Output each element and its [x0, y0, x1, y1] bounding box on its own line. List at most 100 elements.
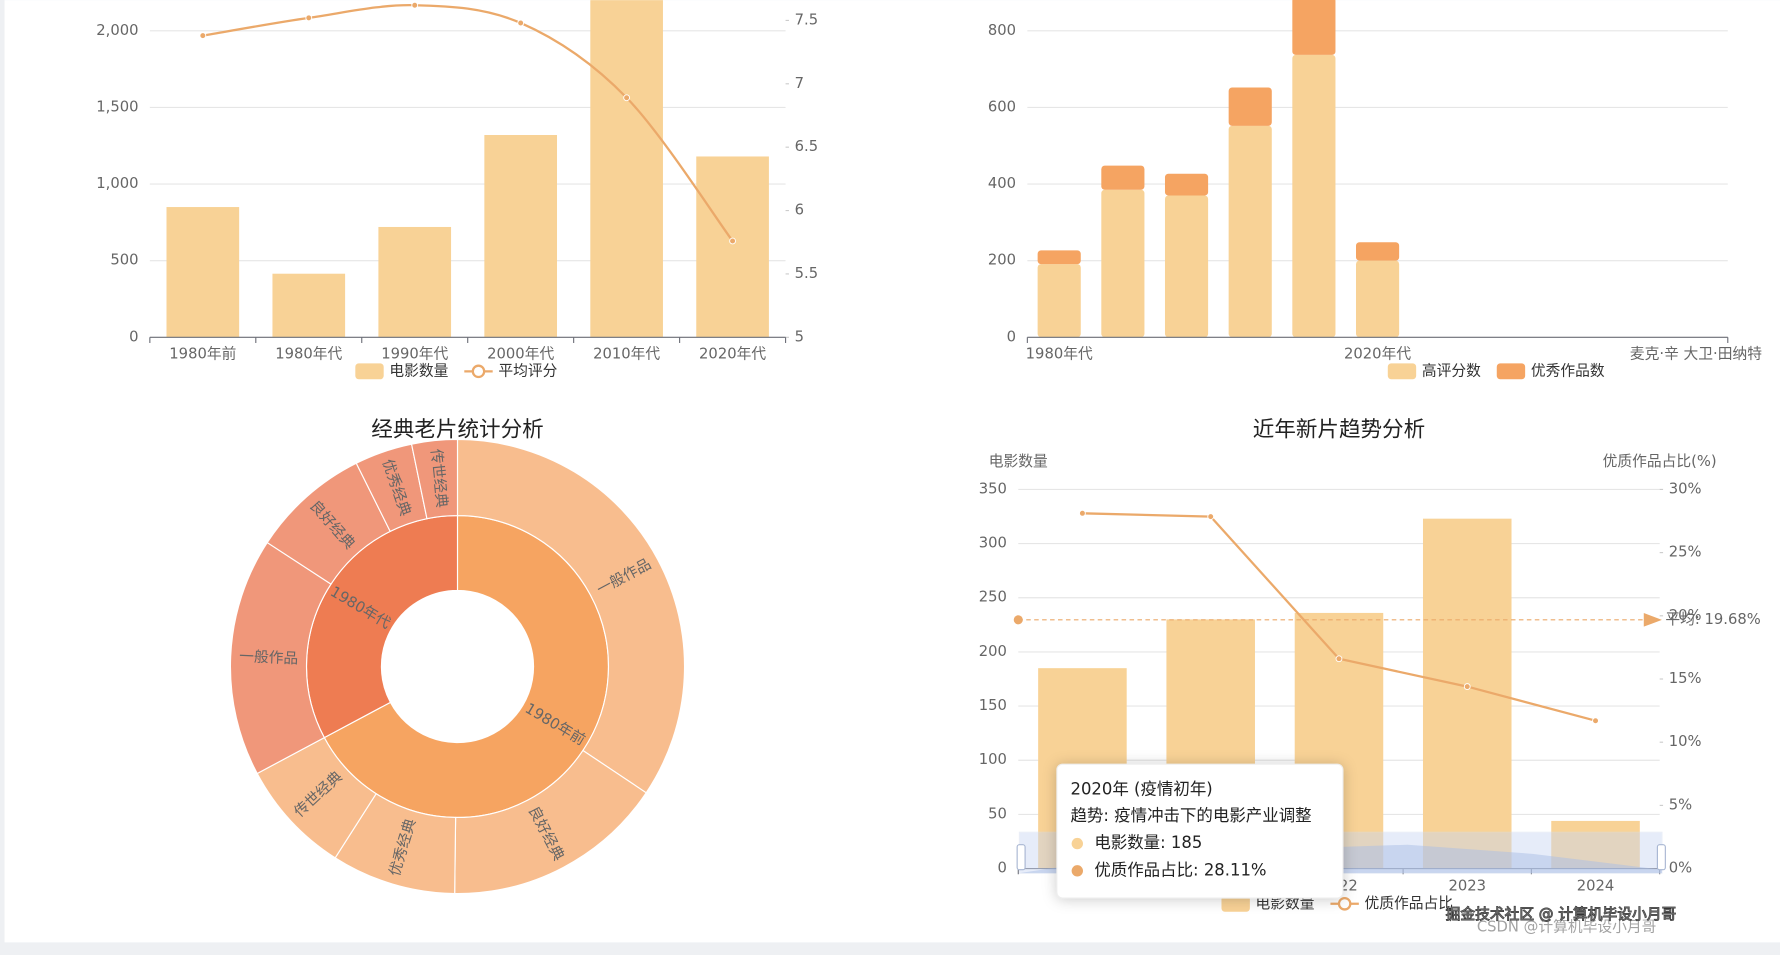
y-tick-label: 1,000 [96, 175, 138, 192]
legend-label: 优秀作品数 [1531, 362, 1605, 379]
bar [166, 207, 240, 338]
bar [1101, 189, 1145, 338]
x-tick-label: 2000年代 [487, 345, 554, 362]
line-point [729, 237, 736, 245]
x-tick-label: 2020年代 [1344, 345, 1411, 362]
tooltip-subtitle: 趋势: 疫情冲击下的电影产业调整 [1070, 806, 1311, 825]
y-tick-label: 0 [998, 860, 1007, 877]
x-tick-label: 麦克·辛 大卫·田纳特 [1630, 345, 1762, 362]
y-tick-label: 0 [1007, 328, 1016, 345]
y-axis-name: 电影数量 [989, 453, 1048, 470]
y2-tick-label: 25% [1669, 544, 1702, 561]
bar [1164, 195, 1209, 338]
y2-axis-name: 优质作品占比(%) [1603, 453, 1717, 470]
bar [1356, 260, 1400, 338]
bar [696, 156, 769, 338]
bar [1292, 0, 1336, 55]
y2-tick-label: 7.5 [795, 11, 818, 28]
y-tick-label: 300 [979, 535, 1007, 552]
x-tick-label: 1980年前 [169, 345, 236, 362]
x-tick-label: 1990年代 [381, 345, 448, 362]
watermark: CSDN @计算机毕设小月哥 [1477, 919, 1657, 936]
bar [590, 0, 663, 338]
x-tick-label: 2023 [1448, 878, 1486, 895]
line-point [1207, 513, 1215, 520]
line-point [411, 1, 419, 9]
chart-title: 经典老片统计分析 [371, 417, 543, 442]
y-tick-label: 100 [979, 751, 1007, 768]
y2-tick-label: 20% [1669, 607, 1702, 624]
line [202, 4, 734, 242]
y2-tick-label: 15% [1669, 670, 1702, 687]
bar [484, 135, 558, 338]
tooltip-title: 2020年 (疫情初年) [1070, 780, 1212, 799]
legend-label: 优质作品占比 [1365, 895, 1454, 912]
x-tick-label: 1980年代 [275, 345, 342, 362]
y2-tick-label: 6.5 [795, 138, 818, 155]
tooltip-box [1056, 763, 1344, 899]
panel [4, 0, 1780, 943]
legend-symbol [355, 363, 384, 380]
line-point [517, 19, 525, 27]
y-tick-label: 0 [129, 328, 138, 345]
y-tick-label: 500 [110, 252, 138, 269]
tooltip-dot [1071, 865, 1083, 877]
line-point [305, 14, 313, 22]
y-tick-label: 200 [988, 252, 1016, 269]
mark-line-start [1013, 615, 1023, 625]
data-zoom-handle[interactable] [1016, 844, 1026, 871]
sunburst-outer [456, 438, 686, 794]
legend-symbol [1496, 363, 1526, 380]
bar [1037, 264, 1081, 338]
legend-label: 高评分数 [1422, 362, 1481, 379]
line-point [623, 94, 631, 102]
tooltip-item: 电影数量: 185 [1094, 833, 1202, 852]
mark-line-arrow [1643, 613, 1662, 627]
y-tick-label: 50 [988, 805, 1007, 822]
y-tick-label: 250 [979, 589, 1007, 606]
y-tick-label: 400 [988, 175, 1016, 192]
sunburst-outer [410, 438, 459, 520]
y-tick-label: 800 [988, 22, 1016, 39]
line-point [1463, 683, 1471, 690]
bar [1422, 518, 1512, 869]
legend-label: 电影数量 [389, 362, 448, 379]
bar [378, 226, 452, 338]
y2-tick-label: 6 [795, 202, 804, 219]
y-tick-label: 600 [988, 98, 1016, 115]
y-tick-label: 150 [979, 697, 1007, 714]
y-tick-label: 2,000 [96, 22, 138, 39]
line-point [1592, 717, 1599, 725]
tooltip-item: 优质作品占比: 28.11% [1094, 860, 1266, 879]
bar [1228, 125, 1272, 338]
legend-symbol [1221, 895, 1250, 912]
legend-symbol [1337, 896, 1352, 911]
y2-tick-label: 5.5 [795, 265, 818, 282]
line-point [1335, 655, 1343, 663]
y-tick-label: 350 [979, 480, 1007, 497]
chart-title: 近年新片趋势分析 [1253, 417, 1425, 442]
y2-tick-label: 5% [1669, 796, 1692, 813]
y2-tick-label: 5 [795, 328, 804, 345]
segment-label: 传世经典 [427, 448, 450, 509]
y2-tick-label: 10% [1669, 733, 1702, 750]
x-tick-label: 2010年代 [593, 345, 660, 362]
watermark: 掘金技术社区 @ 计算机毕设小月哥 [1446, 906, 1677, 923]
bar [1356, 242, 1400, 261]
x-tick-label: 2020年代 [699, 345, 766, 362]
y-tick-label: 200 [979, 643, 1007, 660]
mark-line-label: 平均: 19.68% [1665, 611, 1760, 628]
y2-tick-label: 7 [795, 75, 804, 92]
legend-label: 平均评分 [498, 362, 557, 379]
bar [1228, 87, 1272, 126]
tooltip-dot [1071, 837, 1083, 850]
y2-tick-label: 30% [1669, 480, 1702, 497]
y2-tick-label: 0% [1669, 860, 1692, 877]
legend-label: 电影数量 [1256, 895, 1315, 912]
bar [1292, 54, 1336, 338]
bar [1101, 165, 1145, 190]
y-tick-label: 1,500 [96, 98, 138, 115]
data-zoom-handle[interactable] [1656, 844, 1666, 871]
